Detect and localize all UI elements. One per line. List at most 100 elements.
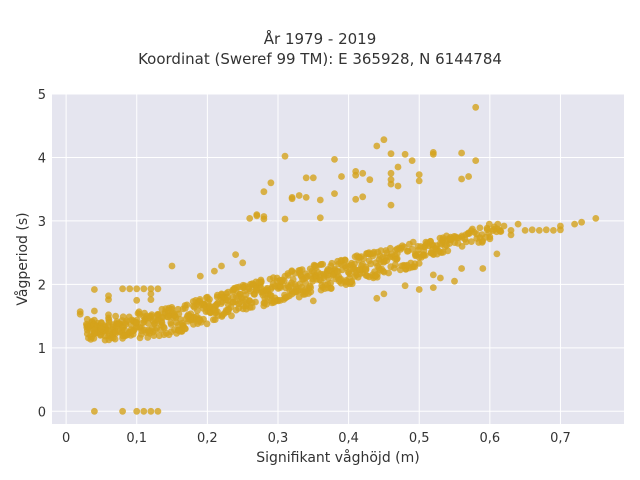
chart-subtitle: Koordinat (Sweref 99 TM): E 365928, N 61… [138, 50, 502, 68]
data-point [281, 215, 289, 223]
data-point [528, 226, 536, 234]
data-point [359, 193, 367, 201]
y-tick-label: 3 [38, 215, 46, 230]
data-point [316, 196, 324, 204]
data-point [429, 284, 437, 291]
data-point [485, 220, 493, 228]
data-point [194, 307, 201, 315]
x-tick-label: 0,4 [338, 431, 359, 446]
data-point [147, 285, 155, 293]
data-point [253, 212, 261, 220]
data-point [387, 169, 395, 177]
data-point [394, 163, 402, 171]
data-point [479, 265, 487, 272]
data-point [393, 256, 401, 263]
data-point [295, 192, 303, 199]
data-point [260, 188, 268, 196]
data-point [341, 256, 349, 264]
data-point [146, 313, 154, 320]
data-point [183, 301, 191, 309]
y-axis-ticks: 0 1 2 3 4 5 [38, 88, 46, 420]
data-point [168, 262, 176, 270]
data-point [328, 259, 336, 267]
data-point [277, 284, 285, 291]
data-point [476, 224, 484, 232]
data-point [83, 315, 91, 323]
data-point [302, 194, 310, 201]
data-point [91, 407, 98, 415]
x-tick-label: 0,2 [197, 431, 218, 446]
data-point [391, 261, 399, 268]
y-axis-label: Vågperiod (s) [14, 212, 31, 305]
data-point [267, 179, 275, 187]
data-point [319, 260, 327, 268]
data-point [401, 150, 409, 158]
data-point [359, 169, 367, 177]
data-point [373, 142, 381, 150]
x-tick-label: 0,5 [409, 431, 430, 446]
data-point [535, 227, 543, 234]
data-point [302, 174, 310, 182]
data-point [129, 330, 137, 338]
data-point [289, 276, 297, 283]
data-point [401, 282, 409, 290]
data-point [373, 273, 381, 281]
data-point [362, 265, 370, 273]
scatter-points [76, 103, 600, 415]
x-axis-label: Signifikant våghöjd (m) [256, 449, 419, 466]
data-point [112, 328, 119, 336]
data-point [239, 259, 247, 267]
data-point [119, 285, 126, 293]
data-point [295, 293, 303, 301]
data-point [309, 174, 317, 182]
data-point [182, 325, 189, 333]
data-point [360, 255, 368, 262]
data-point [507, 231, 515, 239]
y-tick-label: 5 [38, 88, 46, 103]
data-point [331, 156, 338, 163]
data-point [494, 220, 502, 228]
data-point [196, 272, 204, 280]
data-point [550, 227, 557, 234]
data-point [119, 407, 126, 415]
data-point [338, 173, 345, 180]
data-point [336, 276, 344, 284]
data-point [578, 218, 585, 226]
data-point [327, 285, 335, 292]
data-point [154, 285, 162, 293]
data-point [83, 330, 91, 338]
data-point [387, 180, 395, 188]
data-point [135, 308, 143, 316]
chart-title: År 1979 - 2019 [263, 30, 377, 48]
data-point [76, 310, 84, 318]
y-tick-label: 0 [38, 405, 46, 420]
data-point [280, 277, 288, 285]
data-point [347, 278, 355, 286]
data-point [140, 285, 148, 293]
data-point [98, 325, 105, 333]
data-point [175, 310, 183, 318]
data-point [126, 285, 134, 293]
data-point [354, 273, 362, 281]
data-point [366, 176, 374, 184]
data-point [493, 250, 501, 258]
data-point [147, 407, 155, 415]
data-point [147, 296, 155, 303]
data-point [415, 171, 423, 179]
data-point [458, 149, 465, 157]
data-point [514, 220, 522, 228]
data-point [331, 190, 338, 198]
data-point [472, 103, 480, 111]
data-point [203, 320, 211, 328]
data-point [281, 152, 289, 160]
data-point [133, 285, 141, 293]
y-tick-label: 4 [38, 151, 46, 166]
data-point [377, 247, 385, 255]
data-point [429, 271, 437, 279]
data-point [248, 303, 256, 311]
data-point [218, 262, 225, 270]
data-point [486, 233, 494, 241]
data-point [288, 194, 296, 201]
data-point [154, 407, 162, 415]
